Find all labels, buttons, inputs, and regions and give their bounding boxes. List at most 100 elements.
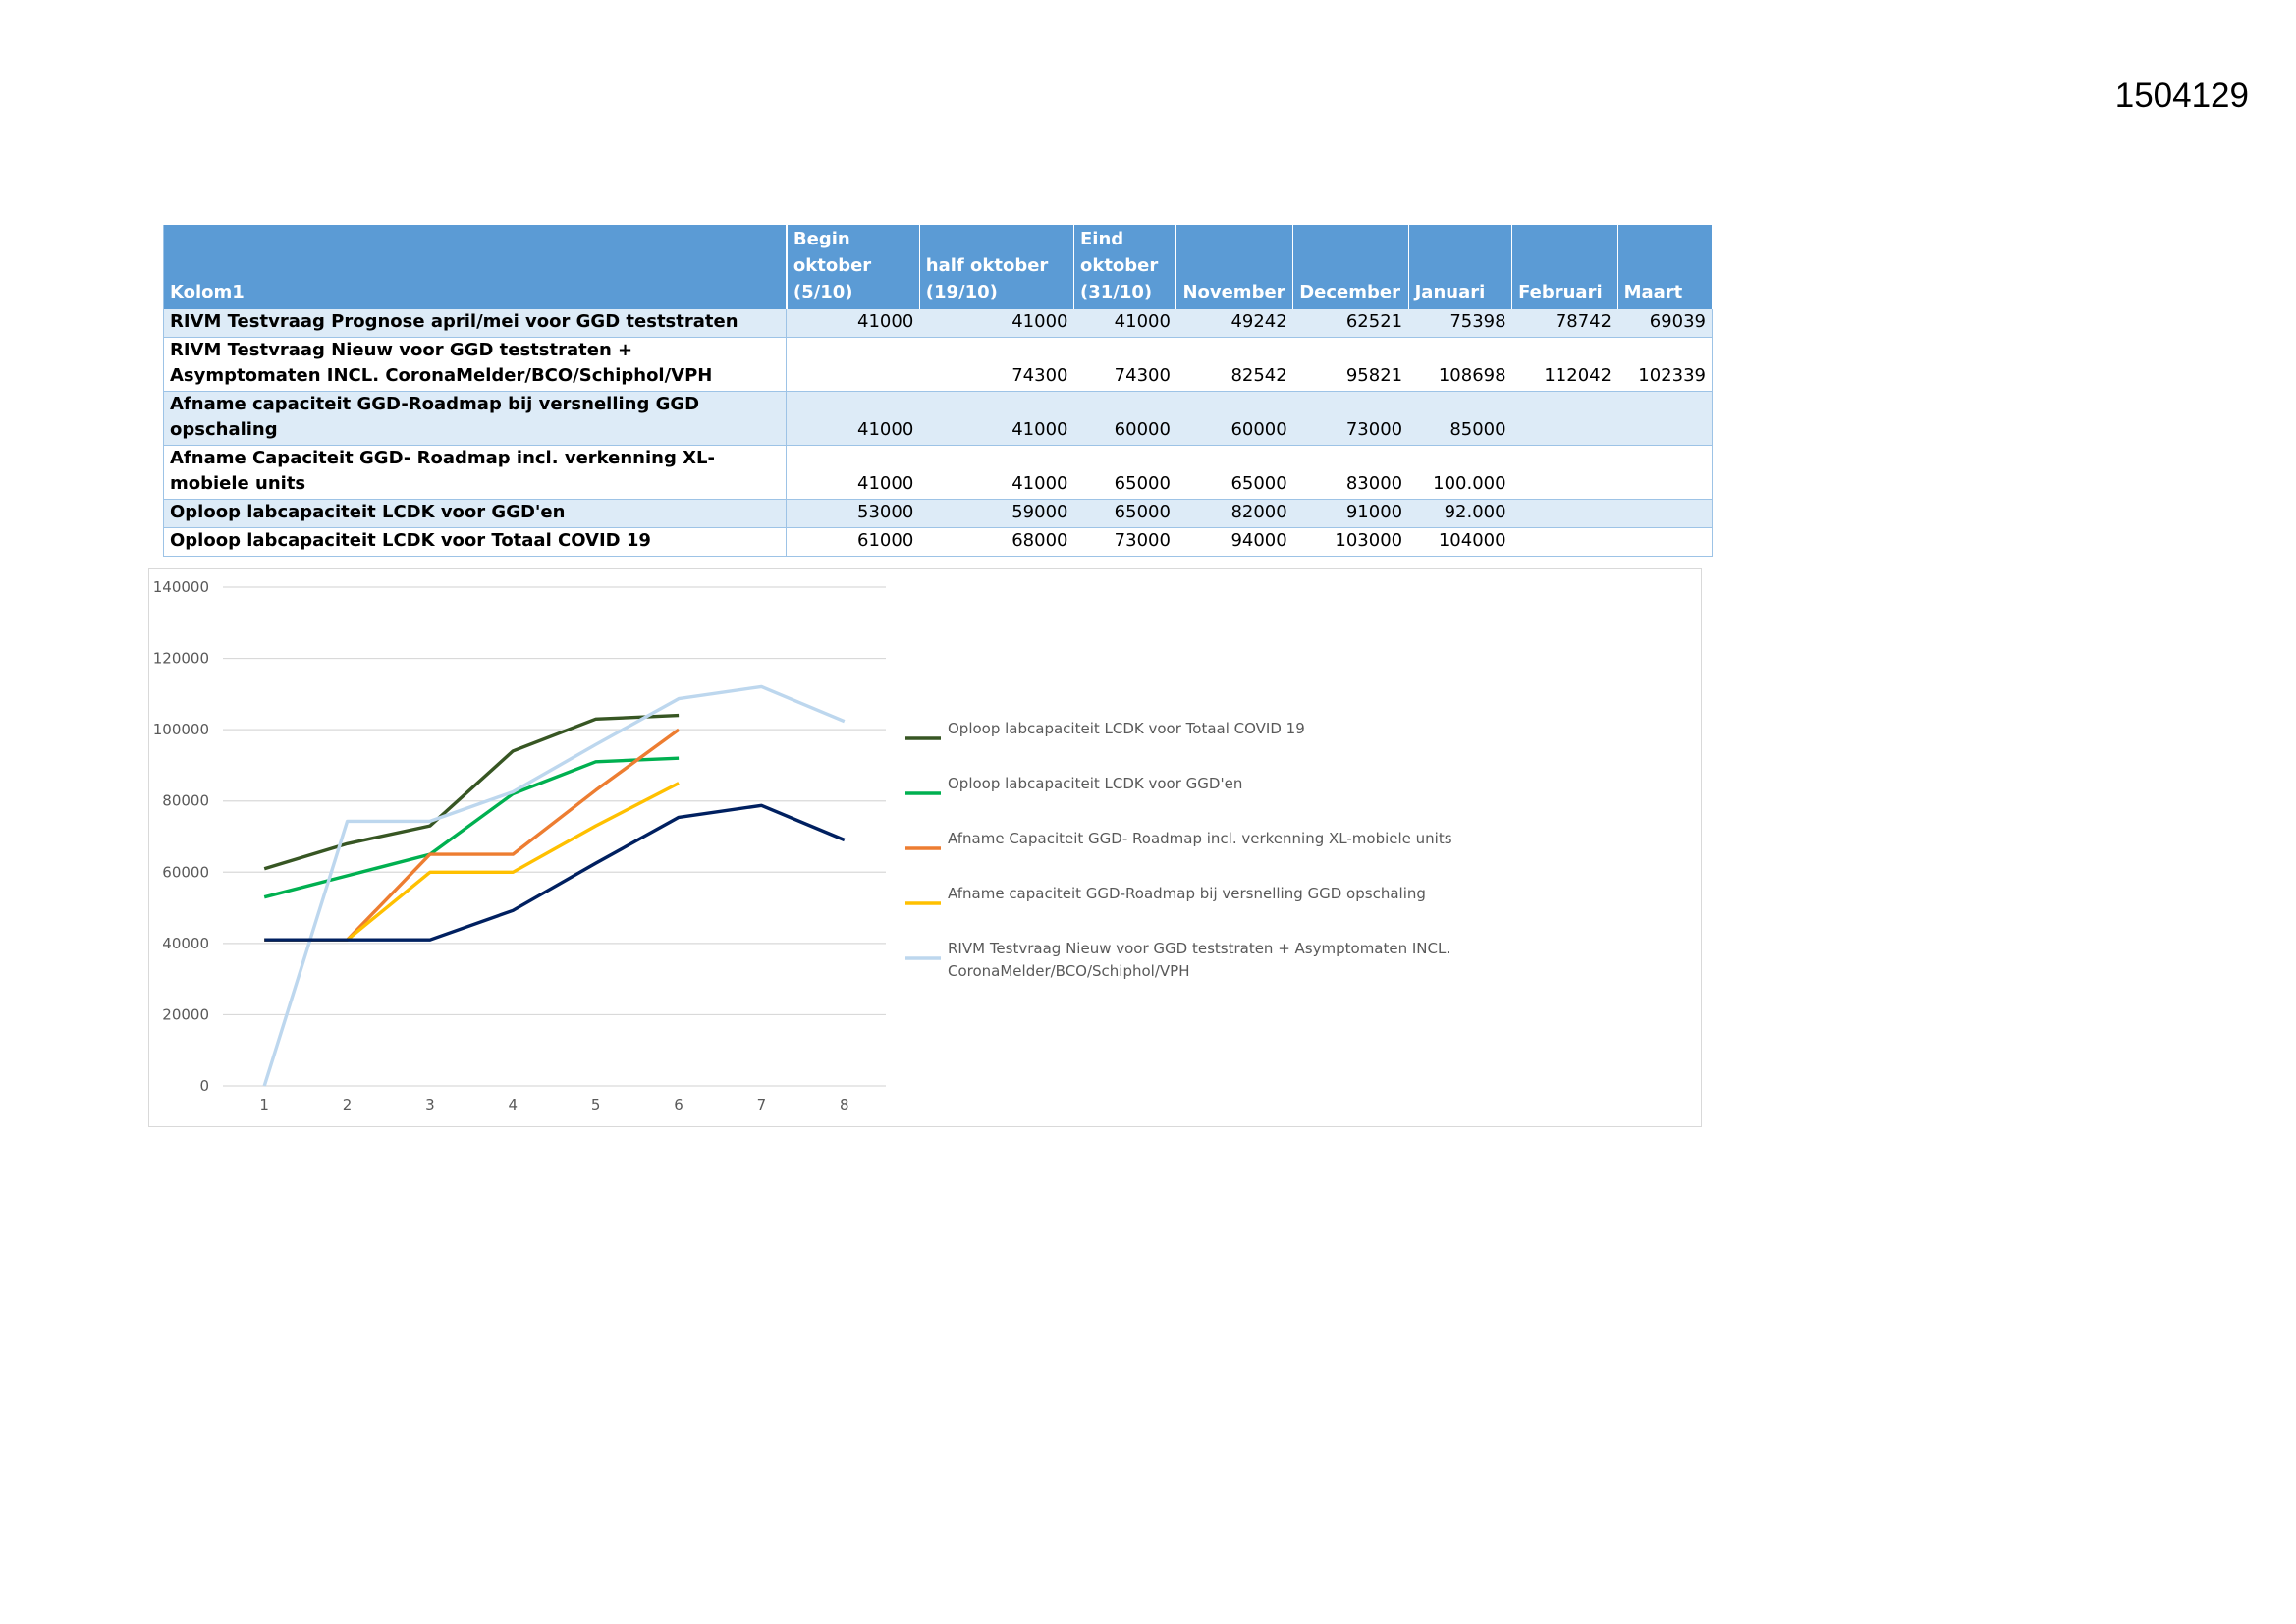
table-cell: 92.000 (1408, 499, 1512, 528)
x-tick-label: 3 (425, 1096, 435, 1113)
x-tick-label: 1 (259, 1096, 269, 1113)
table-cell: 68000 (919, 527, 1074, 557)
y-tick-label: 20000 (162, 1005, 209, 1023)
series-line (263, 756, 680, 899)
table-cell: 62521 (1292, 309, 1409, 338)
x-tick-label: 6 (674, 1096, 683, 1113)
column-header: Eind oktober (31/10) (1073, 225, 1177, 309)
row-label: Oploop labcapaciteit LCDK voor GGD'en (163, 499, 788, 528)
document-number: 1504129 (2114, 77, 2249, 115)
table-cell: 103000 (1292, 527, 1409, 557)
table-row: RIVM Testvraag Prognose april/mei voor G… (163, 309, 1713, 338)
table-cell (1511, 527, 1618, 557)
column-header: Januari (1408, 225, 1513, 309)
table-cell (1511, 445, 1618, 500)
y-tick-label: 80000 (162, 792, 209, 810)
table-cell: 94000 (1175, 527, 1293, 557)
table-cell: 65000 (1073, 499, 1176, 528)
legend-label: RIVM Testvraag Nieuw voor GGD teststrate… (948, 940, 1450, 957)
table-cell: 60000 (1073, 391, 1176, 446)
table-row: RIVM Testvraag Nieuw voor GGD teststrate… (163, 337, 1713, 392)
row-label: Afname capaciteit GGD-Roadmap bij versne… (163, 391, 788, 446)
legend-label: CoronaMelder/BCO/Schiphol/VPH (948, 962, 1190, 980)
y-tick-label: 60000 (162, 863, 209, 881)
y-tick-label: 140000 (153, 578, 209, 596)
x-tick-label: 8 (840, 1096, 849, 1113)
table-cell: 69039 (1617, 309, 1713, 338)
row-label: RIVM Testvraag Nieuw voor GGD teststrate… (163, 337, 788, 392)
row-label: RIVM Testvraag Prognose april/mei voor G… (163, 309, 788, 338)
table-cell: 49242 (1175, 309, 1293, 338)
legend-label: Afname capaciteit GGD-Roadmap bij versne… (948, 885, 1426, 902)
capacity-table: Kolom1 Begin oktober (5/10) half oktober… (163, 225, 1714, 557)
table-cell: 85000 (1408, 391, 1512, 446)
column-header: Kolom1 (163, 225, 788, 309)
y-tick-label: 120000 (153, 650, 209, 668)
table-cell: 65000 (1175, 445, 1293, 500)
series-line (262, 684, 846, 1087)
table-header-row: Kolom1 Begin oktober (5/10) half oktober… (163, 225, 1714, 309)
row-label: Oploop labcapaciteit LCDK voor Totaal CO… (163, 527, 788, 557)
table-cell: 82542 (1175, 337, 1293, 392)
series-line (263, 713, 680, 871)
table-cell (1511, 499, 1618, 528)
table-cell: 100.000 (1408, 445, 1512, 500)
line-chart: 0 20000 40000 60000 80000 100000 120000 140000 1… (148, 568, 1702, 1127)
x-tick-label: 2 (343, 1096, 353, 1113)
table-cell: 82000 (1175, 499, 1293, 528)
column-header: December (1292, 225, 1409, 309)
series-line (264, 803, 846, 942)
y-tick-label: 0 (199, 1077, 209, 1095)
table-row: Afname capaciteit GGD-Roadmap bij versne… (163, 391, 1713, 446)
table-cell: 104000 (1408, 527, 1512, 557)
table-cell: 102339 (1617, 337, 1713, 392)
x-tick-label: 4 (509, 1096, 519, 1113)
column-header: Februari (1511, 225, 1618, 309)
y-tick-label: 40000 (162, 935, 209, 952)
chart-canvas: 0 20000 40000 60000 80000 100000 120000 140000 1… (153, 578, 1452, 1113)
column-header: half oktober (19/10) (919, 225, 1074, 309)
table-row: Afname Capaciteit GGD- Roadmap incl. ver… (163, 445, 1713, 500)
table-row: Oploop labcapaciteit LCDK voor Totaal CO… (163, 527, 1713, 557)
x-tick-label: 5 (591, 1096, 601, 1113)
table-cell: 41000 (919, 445, 1074, 500)
column-header: November (1175, 225, 1294, 309)
table-cell: 41000 (786, 391, 920, 446)
legend-label: Oploop labcapaciteit LCDK voor Totaal CO… (948, 720, 1305, 737)
table-cell (1617, 499, 1713, 528)
table-cell: 41000 (786, 309, 920, 338)
table-cell (786, 337, 920, 392)
x-tick-label: 7 (757, 1096, 767, 1113)
table-cell: 59000 (919, 499, 1074, 528)
table-cell: 95821 (1292, 337, 1409, 392)
table-cell: 108698 (1408, 337, 1512, 392)
table-cell: 83000 (1292, 445, 1409, 500)
table-cell: 112042 (1511, 337, 1618, 392)
column-header: Maart (1617, 225, 1714, 309)
table-cell: 65000 (1073, 445, 1176, 500)
table-cell: 73000 (1073, 527, 1176, 557)
table-cell: 41000 (1073, 309, 1176, 338)
table-row: Oploop labcapaciteit LCDK voor GGD'en 530… (163, 499, 1713, 528)
table-cell (1617, 527, 1713, 557)
table-cell: 78742 (1511, 309, 1618, 338)
table-cell: 61000 (786, 527, 920, 557)
table-cell (1511, 391, 1618, 446)
table-cell (1617, 391, 1713, 446)
table-cell: 41000 (919, 391, 1074, 446)
table-cell: 60000 (1175, 391, 1293, 446)
legend-label: Afname Capaciteit GGD- Roadmap incl. ver… (948, 830, 1452, 847)
table-cell: 75398 (1408, 309, 1512, 338)
table-cell: 74300 (919, 337, 1074, 392)
table-cell: 74300 (1073, 337, 1176, 392)
table-cell (1617, 445, 1713, 500)
table-cell: 73000 (1292, 391, 1409, 446)
column-header: Begin oktober (5/10) (786, 225, 920, 309)
row-label: Afname Capaciteit GGD- Roadmap incl. ver… (163, 445, 788, 500)
y-tick-label: 100000 (153, 721, 209, 738)
table-cell: 53000 (786, 499, 920, 528)
table-cell: 41000 (919, 309, 1074, 338)
table-cell: 41000 (786, 445, 920, 500)
legend-label: Oploop labcapaciteit LCDK voor GGD'en (948, 775, 1242, 792)
table-cell: 91000 (1292, 499, 1409, 528)
